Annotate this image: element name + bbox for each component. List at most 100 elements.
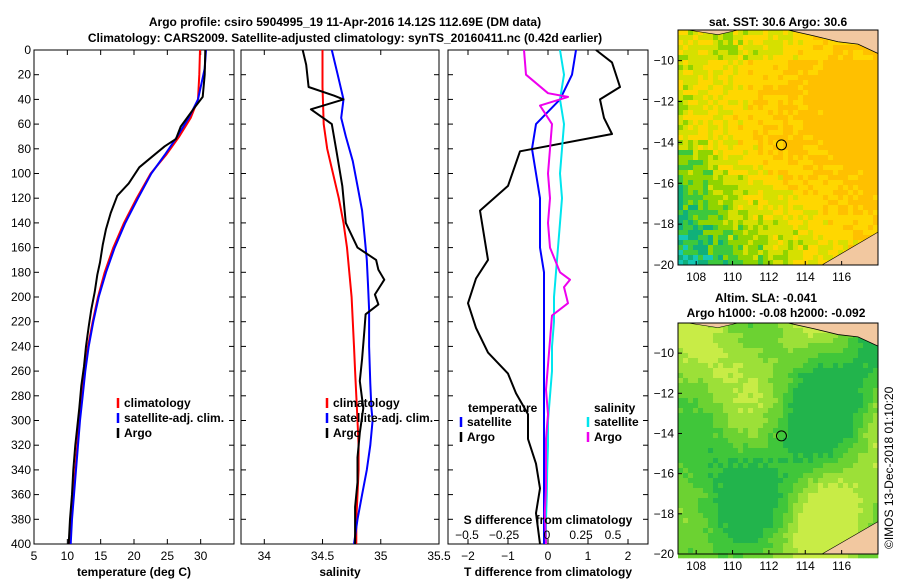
map-cell <box>803 373 809 379</box>
map-cell <box>813 110 819 116</box>
map-cell <box>803 538 809 544</box>
map-cell <box>738 135 744 141</box>
map-cell <box>683 245 689 251</box>
map-cell <box>688 40 694 46</box>
map-cell <box>793 328 799 334</box>
map-cell <box>683 80 689 86</box>
map-cell <box>748 393 754 399</box>
map-cell <box>833 50 839 56</box>
map-cell <box>703 120 709 126</box>
map-cell <box>803 245 809 251</box>
map-cell <box>763 75 769 81</box>
map-cell <box>683 368 689 374</box>
map-cell <box>733 528 739 534</box>
map-cell <box>713 458 719 464</box>
map-cell <box>808 343 814 349</box>
difference-panel: −2 −1 0 1 2T difference from climatologytemp… <box>447 49 649 579</box>
map-cell <box>688 523 694 529</box>
map-cell <box>768 205 774 211</box>
map-cell <box>743 60 749 66</box>
map-cell <box>693 528 699 534</box>
map-cell <box>838 100 844 106</box>
map-cell <box>733 473 739 479</box>
map-cell <box>853 130 859 136</box>
argo-position-marker <box>775 139 787 151</box>
map-cell <box>683 225 689 231</box>
map-cell <box>783 260 789 266</box>
map-cell <box>738 45 744 51</box>
map-cell <box>793 245 799 251</box>
map-cell <box>853 140 859 146</box>
map-cell <box>763 428 769 434</box>
map-cell <box>763 160 769 166</box>
map-cell <box>708 130 714 136</box>
map-cell <box>753 185 759 191</box>
map-cell <box>808 363 814 369</box>
map-cell <box>813 463 819 469</box>
map-cell <box>698 398 704 404</box>
map-cell <box>813 398 819 404</box>
map-cell <box>803 35 809 41</box>
map-cell <box>768 125 774 131</box>
map-cell <box>833 165 839 171</box>
map-cell <box>688 110 694 116</box>
x-tick-label: 110 <box>723 559 742 573</box>
map-cell <box>808 225 814 231</box>
map-cell <box>798 240 804 246</box>
map-cell <box>808 115 814 121</box>
map-cell <box>813 160 819 166</box>
map-cell <box>698 493 704 499</box>
map-cell <box>758 498 764 504</box>
map-cell <box>853 383 859 389</box>
map-cell <box>718 140 724 146</box>
map-cell <box>733 408 739 414</box>
map-cell <box>763 220 769 226</box>
map-cell <box>868 50 874 56</box>
map-cell <box>763 150 769 156</box>
map-cell <box>763 508 769 514</box>
map-cell <box>803 220 809 226</box>
map-cell <box>833 135 839 141</box>
map-cell <box>713 463 719 469</box>
map-cell <box>753 100 759 106</box>
map-cell <box>823 95 829 101</box>
map-cell <box>678 388 684 394</box>
map-cell <box>773 65 779 71</box>
map-cell <box>748 180 754 186</box>
map-cell <box>783 383 789 389</box>
map-cell <box>843 338 849 344</box>
map-cell <box>843 145 849 151</box>
map-cell <box>723 373 729 379</box>
map-cell <box>728 165 734 171</box>
map-cell <box>763 513 769 519</box>
map-cell <box>678 458 684 464</box>
map-cell <box>783 453 789 459</box>
map-cell <box>788 170 794 176</box>
map-cell <box>698 50 704 56</box>
map-cell <box>743 508 749 514</box>
map-cell <box>793 195 799 201</box>
map-cell <box>733 433 739 439</box>
map-cell <box>783 110 789 116</box>
map-cell <box>853 120 859 126</box>
map-cell <box>728 175 734 181</box>
map-cell <box>808 165 814 171</box>
map-cell <box>793 130 799 136</box>
map-cell <box>768 488 774 494</box>
map-cell <box>683 230 689 236</box>
map-cell <box>773 85 779 91</box>
map-cell <box>758 333 764 339</box>
map-cell <box>748 538 754 544</box>
map-cell <box>848 90 854 96</box>
map-cell <box>758 548 764 554</box>
map-cell <box>683 105 689 111</box>
map-cell <box>688 30 694 36</box>
map-cell <box>868 513 874 519</box>
map-cell <box>733 250 739 256</box>
map-title: Altim. SLA: -0.041 <box>715 291 817 305</box>
map-cell <box>713 190 719 196</box>
map-cell <box>813 180 819 186</box>
map-cell <box>848 363 854 369</box>
map-cell <box>823 393 829 399</box>
map-cell <box>738 363 744 369</box>
